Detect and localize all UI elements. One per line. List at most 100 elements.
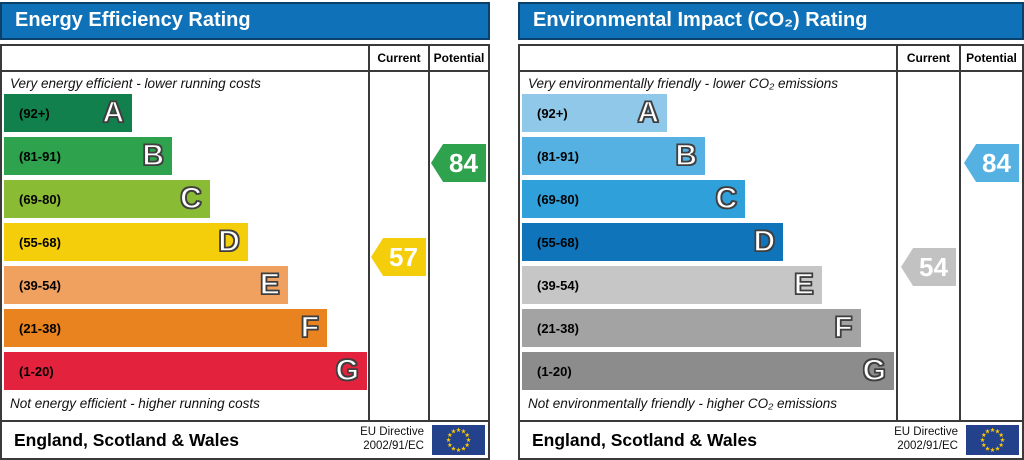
current-rating-arrow: 57: [371, 238, 426, 276]
band-letter: F: [833, 310, 853, 344]
band-row-F: (21-38) F: [4, 309, 367, 352]
eu-directive-label: EU Directive 2002/91/EC: [894, 426, 958, 452]
band-bar-B: (81-91) B: [522, 137, 706, 175]
band-range-label: (55-68): [537, 234, 579, 250]
band-row-C: (69-80) C: [4, 180, 367, 223]
band-letter: A: [637, 95, 660, 129]
band-row-G: (1-20) G: [4, 352, 367, 395]
band-letter: D: [218, 224, 241, 258]
band-row-G: (1-20) G: [522, 352, 894, 395]
band-row-E: (39-54) E: [4, 266, 367, 309]
potential-rating-arrow: 84: [964, 144, 1019, 182]
region-label: England, Scotland & Wales: [14, 429, 239, 450]
region-label: England, Scotland & Wales: [532, 429, 757, 450]
band-row-A: (92+) A: [4, 94, 367, 137]
band-range-label: (69-80): [19, 191, 61, 207]
chart-title-bar: Energy Efficiency Rating: [0, 2, 490, 40]
band-column-header: [520, 46, 896, 70]
rating-scale-body: Very environmentally friendly - lower CO…: [520, 72, 1022, 420]
current-rating-value: 57: [389, 241, 418, 272]
band-bar-C: (69-80) C: [522, 180, 746, 218]
band-row-E: (39-54) E: [522, 266, 894, 309]
band-bar-G: (1-20) G: [4, 352, 367, 390]
current-rating-value: 54: [919, 251, 948, 282]
band-bar-C: (69-80) C: [4, 180, 210, 218]
current-column-header: Current: [368, 46, 428, 70]
band-letter: D: [753, 224, 776, 258]
current-rating-arrow: 54: [901, 248, 956, 286]
band-bar-E: (39-54) E: [4, 266, 288, 304]
current-column-divider: [368, 72, 370, 420]
band-letter: E: [259, 267, 280, 301]
band-bar-A: (92+) A: [522, 94, 668, 132]
band-range-label: (1-20): [19, 363, 54, 379]
band-letter: E: [793, 267, 814, 301]
rating-bands: (92+) A (81-91) B (69-80) C (55-68) D (39-54) E (2…: [4, 94, 367, 395]
band-row-B: (81-91) B: [522, 137, 894, 180]
band-row-F: (21-38) F: [522, 309, 894, 352]
band-letter: B: [675, 138, 698, 172]
current-column-divider: [896, 72, 898, 420]
band-range-label: (39-54): [19, 277, 61, 293]
band-bar-A: (92+) A: [4, 94, 133, 132]
band-row-D: (55-68) D: [4, 223, 367, 266]
column-header-row: Current Potential: [520, 46, 1022, 72]
potential-column-divider: [959, 72, 961, 420]
band-range-label: (92+): [537, 105, 568, 121]
band-column-header: [2, 46, 368, 70]
energy-efficiency-rating-chart: Energy Efficiency Rating Current Potenti…: [0, 2, 490, 460]
band-range-label: (39-54): [537, 277, 579, 293]
potential-rating-value: 84: [982, 147, 1011, 178]
potential-column-divider: [428, 72, 430, 420]
column-header-row: Current Potential: [2, 46, 488, 72]
band-bar-F: (21-38) F: [4, 309, 328, 347]
band-range-label: (1-20): [537, 363, 572, 379]
rating-table: Current Potential Very energy efficient …: [0, 44, 490, 460]
band-row-A: (92+) A: [522, 94, 894, 137]
potential-rating-arrow: 84: [431, 144, 486, 182]
band-row-C: (69-80) C: [522, 180, 894, 223]
chart-footer: England, Scotland & Wales EU Directive 2…: [2, 420, 488, 458]
rating-bands: (92+) A (81-91) B (69-80) C (55-68) D (39-54) E (2…: [522, 94, 894, 395]
chart-title-bar: Environmental Impact (CO₂) Rating: [518, 2, 1024, 40]
top-caption: Very energy efficient - lower running co…: [10, 76, 261, 91]
band-letter: A: [102, 95, 125, 129]
top-caption: Very environmentally friendly - lower CO…: [528, 76, 838, 91]
band-bar-F: (21-38) F: [522, 309, 861, 347]
band-range-label: (21-38): [537, 320, 579, 336]
band-bar-D: (55-68) D: [4, 223, 248, 261]
band-bar-E: (39-54) E: [522, 266, 822, 304]
band-range-label: (69-80): [537, 191, 579, 207]
current-column-header: Current: [896, 46, 959, 70]
band-letter: F: [300, 310, 320, 344]
eu-directive-label: EU Directive 2002/91/EC: [360, 426, 424, 452]
chart-footer: England, Scotland & Wales EU Directive 2…: [520, 420, 1022, 458]
chart-title: Environmental Impact (CO₂) Rating: [533, 9, 868, 31]
band-range-label: (55-68): [19, 234, 61, 250]
band-bar-B: (81-91) B: [4, 137, 173, 175]
potential-column-header: Potential: [428, 46, 488, 70]
rating-table: Current Potential Very environmentally f…: [518, 44, 1024, 460]
band-row-D: (55-68) D: [522, 223, 894, 266]
band-range-label: (92+): [19, 105, 50, 121]
band-letter: C: [715, 181, 738, 215]
environmental-impact-co2-rating-chart: Environmental Impact (CO₂) Rating Curren…: [518, 2, 1024, 460]
bottom-caption: Not environmentally friendly - higher CO…: [528, 396, 838, 411]
bottom-caption: Not energy efficient - higher running co…: [10, 396, 260, 411]
band-bar-G: (1-20) G: [522, 352, 894, 390]
band-letter: C: [179, 181, 202, 215]
chart-title: Energy Efficiency Rating: [15, 9, 251, 31]
band-range-label: (21-38): [19, 320, 61, 336]
eu-flag-icon: [432, 425, 485, 455]
eu-flag-icon: [966, 425, 1019, 455]
band-letter: G: [862, 353, 887, 387]
band-letter: B: [142, 138, 165, 172]
band-bar-D: (55-68) D: [522, 223, 784, 261]
rating-scale-body: Very energy efficient - lower running co…: [2, 72, 488, 420]
band-range-label: (81-91): [19, 148, 61, 164]
band-range-label: (81-91): [537, 148, 579, 164]
potential-rating-value: 84: [449, 147, 478, 178]
band-row-B: (81-91) B: [4, 137, 367, 180]
band-letter: G: [335, 353, 360, 387]
